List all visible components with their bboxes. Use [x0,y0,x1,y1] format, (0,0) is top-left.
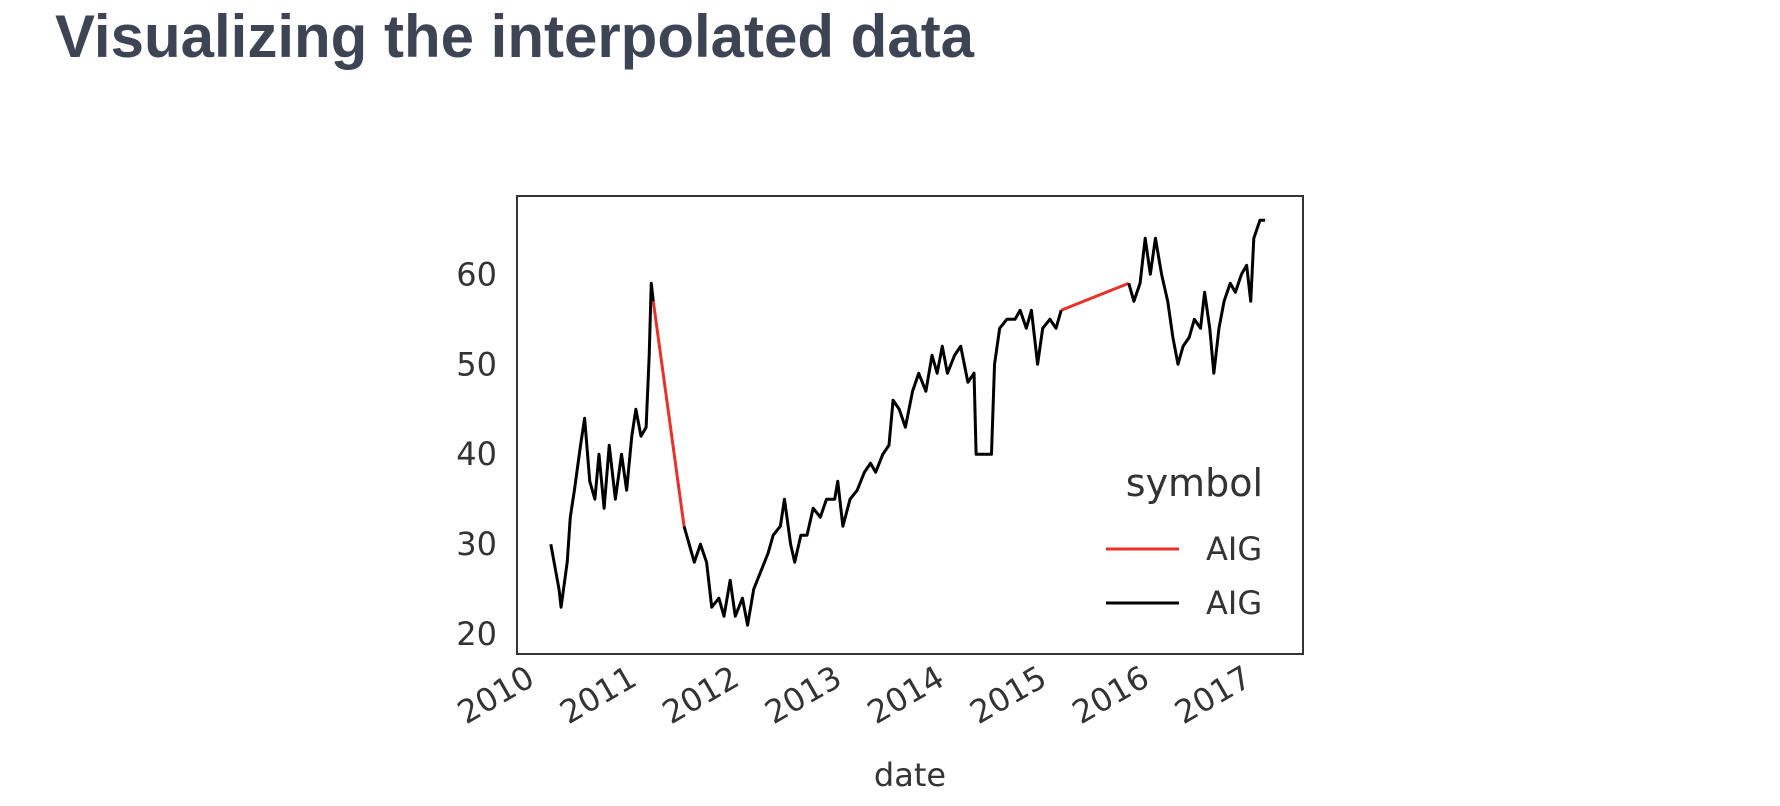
legend-label: AIG [1206,530,1262,568]
data-line [651,281,1130,527]
x-axis-label: date [874,756,946,794]
legend-label: AIG [1206,584,1262,622]
x-tick-label: 2016 [1066,658,1156,732]
x-tick-label: 2012 [656,658,746,732]
slide-title: Visualizing the interpolated data [55,3,975,70]
plot-frame [516,195,1304,655]
y-tick-label: 40 [456,435,497,473]
x-tick-label: 2010 [451,658,541,732]
x-tick-label: 2015 [963,658,1053,732]
data-line [549,218,1266,627]
x-tick-label: 2017 [1168,658,1258,732]
y-tick-label: 20 [456,615,497,653]
x-tick-label: 2013 [758,658,848,732]
x-tick-label: 2011 [553,658,643,732]
legend-title: symbol [1126,461,1263,505]
y-tick-label: 50 [456,345,497,383]
x-tick-label: 2014 [861,658,951,732]
y-tick-label: 30 [456,525,497,563]
y-tick-label: 60 [456,255,497,293]
